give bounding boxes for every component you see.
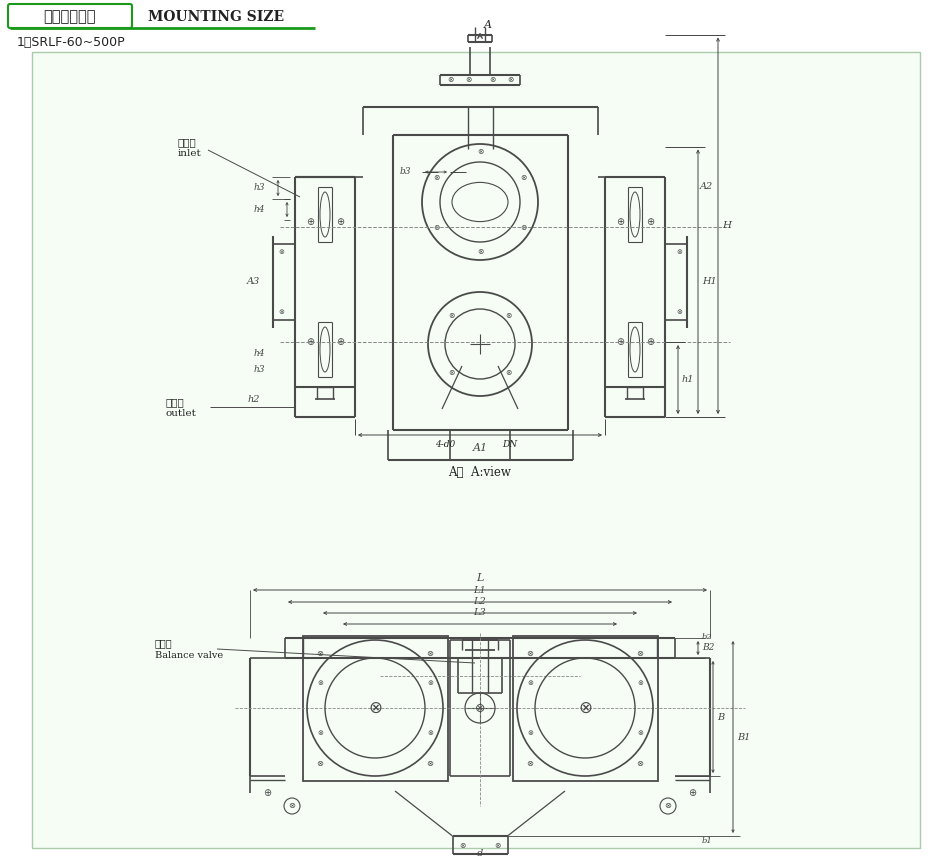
Text: ⊗: ⊗	[317, 680, 323, 686]
Text: ⊗: ⊗	[477, 247, 484, 257]
Text: ⊕: ⊕	[263, 788, 272, 798]
Text: L3: L3	[474, 608, 486, 617]
Text: ⊕: ⊕	[336, 337, 344, 347]
Text: A2: A2	[700, 182, 713, 191]
Text: 4-d0: 4-d0	[435, 440, 455, 449]
Text: ⊗: ⊗	[676, 249, 682, 255]
Text: L: L	[476, 573, 484, 583]
Text: b2: b2	[702, 633, 712, 641]
Text: B2: B2	[702, 644, 714, 652]
Text: H1: H1	[702, 277, 716, 287]
Bar	[512, 636, 657, 781]
Text: inlet: inlet	[178, 149, 201, 159]
Text: ⊕: ⊕	[646, 337, 654, 347]
Text: ⊗: ⊗	[664, 801, 672, 811]
Text: ⊗: ⊗	[520, 172, 526, 182]
Text: 出油口: 出油口	[165, 397, 183, 407]
Text: ⊗: ⊗	[636, 649, 643, 657]
Text: h1: h1	[682, 375, 694, 384]
Text: ⊗: ⊗	[428, 730, 433, 736]
Text: ⊗: ⊗	[527, 680, 533, 686]
Text: ⊗: ⊗	[506, 75, 513, 84]
Text: L2: L2	[474, 597, 486, 606]
Text: ⊗: ⊗	[526, 758, 534, 768]
Text: ⊗: ⊗	[636, 758, 643, 768]
Text: ⊗: ⊗	[368, 699, 382, 717]
Text: A3: A3	[247, 277, 260, 287]
Text: ⊗: ⊗	[676, 309, 682, 315]
Text: A: A	[484, 20, 492, 29]
Text: ⊗: ⊗	[448, 311, 455, 320]
Text: DN: DN	[503, 440, 518, 449]
Text: ⊗: ⊗	[489, 75, 495, 84]
Bar	[302, 636, 447, 781]
Text: h4: h4	[254, 349, 265, 359]
Text: 平衡阀: 平衡阀	[155, 638, 173, 648]
Text: ⊗: ⊗	[465, 75, 471, 84]
Text: h4: h4	[254, 206, 265, 214]
Text: L1: L1	[474, 586, 486, 595]
Text: ⊗: ⊗	[505, 311, 511, 320]
Text: ⊗: ⊗	[317, 730, 323, 736]
Text: 进油口: 进油口	[178, 137, 197, 147]
Text: ⊗: ⊗	[316, 649, 324, 657]
Text: h2: h2	[248, 396, 260, 404]
Text: ⊗: ⊗	[527, 730, 533, 736]
Text: 四、安装尺寸: 四、安装尺寸	[44, 9, 96, 25]
Text: ⊕: ⊕	[306, 217, 314, 227]
Text: ⊗: ⊗	[316, 758, 324, 768]
Text: ⊗: ⊗	[494, 841, 501, 849]
Text: ⊗: ⊗	[637, 680, 643, 686]
Text: 1、SRLF-60~500P: 1、SRLF-60~500P	[17, 35, 125, 49]
Text: ⊕: ⊕	[336, 217, 344, 227]
Text: ⊗: ⊗	[578, 699, 592, 717]
Text: B1: B1	[737, 733, 750, 741]
Text: b3: b3	[399, 167, 410, 177]
Text: ⊗: ⊗	[433, 222, 440, 232]
Text: ⊗: ⊗	[433, 172, 440, 182]
Text: MOUNTING SIZE: MOUNTING SIZE	[148, 10, 284, 24]
Text: ⊗: ⊗	[520, 222, 526, 232]
Text: ⊗: ⊗	[278, 309, 284, 315]
Text: ⊕: ⊕	[689, 788, 696, 798]
Text: ⊗: ⊗	[475, 702, 485, 715]
Text: ⊕: ⊕	[616, 337, 624, 347]
Text: Balance valve: Balance valve	[155, 650, 223, 660]
FancyBboxPatch shape	[8, 4, 132, 28]
Text: h3: h3	[254, 366, 265, 374]
Text: d: d	[477, 849, 484, 858]
Text: ⊗: ⊗	[526, 649, 534, 657]
Text: ⊗: ⊗	[637, 730, 643, 736]
Text: ⊕: ⊕	[306, 337, 314, 347]
Text: outlet: outlet	[165, 409, 196, 419]
Text: A向  A:view: A向 A:view	[448, 466, 511, 479]
Text: A1: A1	[472, 443, 487, 453]
Text: B: B	[717, 712, 724, 722]
Text: ⊗: ⊗	[428, 680, 433, 686]
Text: h3: h3	[254, 183, 265, 191]
Text: ⊗: ⊗	[505, 368, 511, 377]
Text: ⊗: ⊗	[289, 801, 295, 811]
Text: H: H	[722, 221, 731, 230]
Text: ⊕: ⊕	[646, 217, 654, 227]
Text: ⊗: ⊗	[278, 249, 284, 255]
Text: ⊕: ⊕	[616, 217, 624, 227]
Text: b1: b1	[702, 837, 712, 845]
Text: ⊗: ⊗	[459, 841, 466, 849]
Text: ⊗: ⊗	[427, 649, 433, 657]
Text: ⊗: ⊗	[448, 368, 455, 377]
Text: ⊗: ⊗	[427, 758, 433, 768]
Text: ⊗: ⊗	[446, 75, 453, 84]
Text: ⊗: ⊗	[477, 148, 484, 156]
